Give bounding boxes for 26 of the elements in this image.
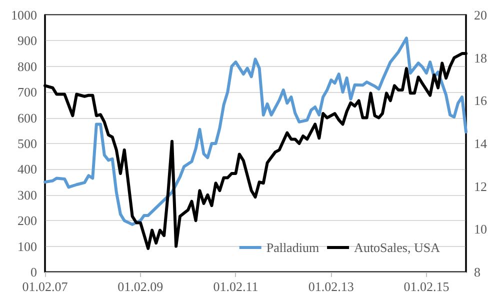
y-tick-label: 0	[30, 264, 37, 280]
x-tick-label: 01.02.15	[404, 279, 450, 294]
y-tick-label: 1000	[11, 8, 37, 22]
y2-tick-label: 18	[474, 50, 487, 66]
x-tick-label: 01.02.09	[118, 279, 164, 294]
y-tick-label: 800	[18, 58, 37, 74]
y2-tick-label: 10	[474, 222, 487, 237]
y-tick-label: 900	[18, 33, 37, 48]
y-tick-label: 200	[18, 213, 37, 228]
legend-label: Palladium	[266, 240, 320, 255]
x-tick-label: 01.02.11	[213, 279, 258, 294]
y-tick-label: 500	[18, 136, 37, 151]
legend-label: AutoSales, USA	[354, 240, 441, 255]
y-tick-label: 300	[18, 187, 37, 202]
y2-tick-label: 20	[474, 8, 487, 22]
y-tick-label: 400	[18, 162, 37, 177]
y2-tick-label: 12	[474, 178, 487, 194]
y2-tick-label: 8	[474, 264, 480, 280]
y-tick-label: 100	[18, 238, 37, 254]
y2-tick-label: 16	[474, 93, 488, 108]
y-tick-label: 600	[18, 110, 37, 126]
y2-tick-label: 14	[474, 136, 488, 151]
line-series	[44, 36, 468, 226]
x-tick-label: 01.02.07	[22, 279, 68, 294]
y-tick-label: 700	[18, 84, 37, 100]
x-tick-label: 01.02.13	[308, 279, 354, 294]
